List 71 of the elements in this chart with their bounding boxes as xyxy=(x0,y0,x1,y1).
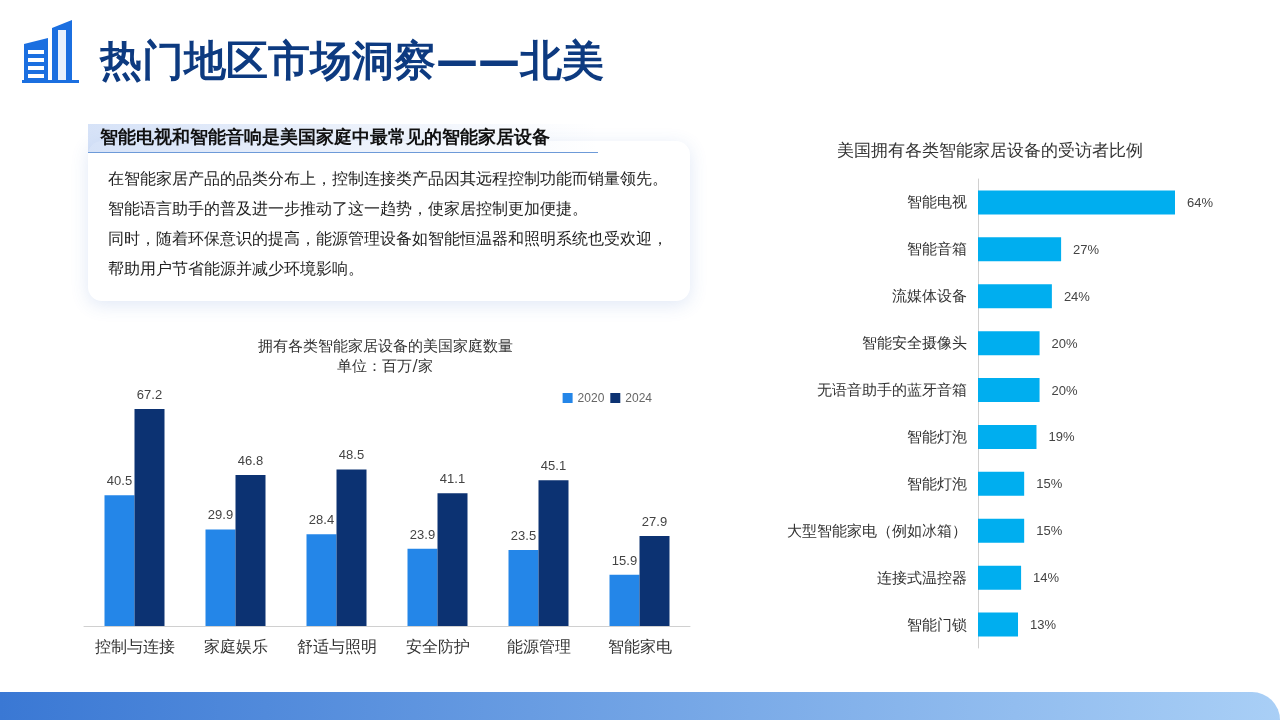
bar xyxy=(978,331,1040,356)
y-tick-label: 流媒体设备 xyxy=(892,287,967,306)
text: 智能语言助手的普及进一步推动了这一趋势，使家居控制更加便捷。 xyxy=(108,199,588,220)
y-tick-label: 智能灯泡 xyxy=(907,427,967,446)
bar xyxy=(336,469,367,626)
text: 智能电视和智能音响是美国家庭中最常见的智能家居设备 xyxy=(88,124,598,153)
x-tick-label: 安全防护 xyxy=(405,636,470,656)
text: 在智能家居产品的品类分布上，控制连接类产品因其远程控制功能而销量领先。 xyxy=(108,169,668,190)
x-tick-label: 家庭娱乐 xyxy=(203,636,268,656)
bar xyxy=(978,237,1062,262)
bar xyxy=(306,534,337,626)
y-tick-label: 连接式温控器 xyxy=(877,568,967,587)
y-tick-label: 无语音助手的蓝牙音箱 xyxy=(817,381,967,400)
y-tick-label: 大型智能家电（例如冰箱） xyxy=(787,521,967,540)
bar xyxy=(978,565,1022,590)
bar xyxy=(538,480,569,626)
text: 同时，随着环保意识的提高，能源管理设备如智能恒温器和照明系统也受欢迎， xyxy=(108,229,668,250)
y-tick-label: 智能门锁 xyxy=(907,615,967,634)
chart-title: 美国拥有各类智能家居设备的受访者比例 xyxy=(837,139,1143,160)
data-label: 28.4 xyxy=(308,512,335,528)
data-label: 29.9 xyxy=(207,507,234,523)
data-label: 20% xyxy=(1051,382,1079,398)
data-label: 45.1 xyxy=(540,458,567,474)
y-tick-label: 智能灯泡 xyxy=(907,474,967,493)
data-label: 24% xyxy=(1063,288,1091,304)
data-label: 15% xyxy=(1036,523,1063,539)
bar xyxy=(978,612,1019,637)
data-label: 13% xyxy=(1030,617,1057,633)
x-tick-label: 舒适与照明 xyxy=(296,636,377,656)
bar xyxy=(134,409,165,626)
bar xyxy=(978,190,1175,215)
bar xyxy=(205,529,236,626)
legend-label: 2024 xyxy=(625,391,653,405)
data-label: 41.1 xyxy=(439,471,466,487)
bar xyxy=(609,574,640,626)
bar xyxy=(978,378,1040,403)
data-label: 27% xyxy=(1073,241,1100,257)
chart-subtitle: 单位：百万/家 xyxy=(337,356,433,375)
data-label: 67.2 xyxy=(136,387,163,402)
bar xyxy=(978,471,1025,496)
data-label: 14% xyxy=(1033,570,1060,586)
text: 热门地区市场洞察——北美 xyxy=(100,36,604,86)
y-tick-label: 智能电视 xyxy=(907,193,967,212)
legend-label: 2020 xyxy=(577,391,605,405)
bar xyxy=(508,550,539,626)
x-tick-label: 能源管理 xyxy=(506,636,571,656)
bar xyxy=(235,474,266,626)
data-label: 19% xyxy=(1048,429,1075,445)
y-tick-label: 智能音箱 xyxy=(907,240,967,259)
data-label: 27.9 xyxy=(641,513,668,529)
data-label: 64% xyxy=(1187,194,1214,210)
data-label: 48.5 xyxy=(338,447,365,463)
data-label: 23.5 xyxy=(510,528,537,544)
data-label: 46.8 xyxy=(237,452,264,468)
bar xyxy=(437,493,468,626)
bar xyxy=(639,535,670,626)
bar xyxy=(978,424,1037,449)
x-tick-label: 控制与连接 xyxy=(94,636,175,656)
bar xyxy=(104,495,135,626)
data-label: 23.9 xyxy=(409,526,436,542)
data-label: 20% xyxy=(1051,335,1079,351)
bar xyxy=(978,284,1052,309)
bar xyxy=(407,548,438,626)
y-tick-label: 智能安全摄像头 xyxy=(862,334,967,353)
bar xyxy=(978,518,1025,543)
data-label: 15% xyxy=(1036,476,1063,492)
text: 帮助用户节省能源并减少环境影响。 xyxy=(108,259,364,280)
data-label: 40.5 xyxy=(106,473,133,489)
data-label: 15.9 xyxy=(611,552,638,568)
chart-title: 拥有各类智能家居设备的美国家庭数量 xyxy=(257,336,513,355)
x-tick-label: 智能家电 xyxy=(607,636,672,656)
